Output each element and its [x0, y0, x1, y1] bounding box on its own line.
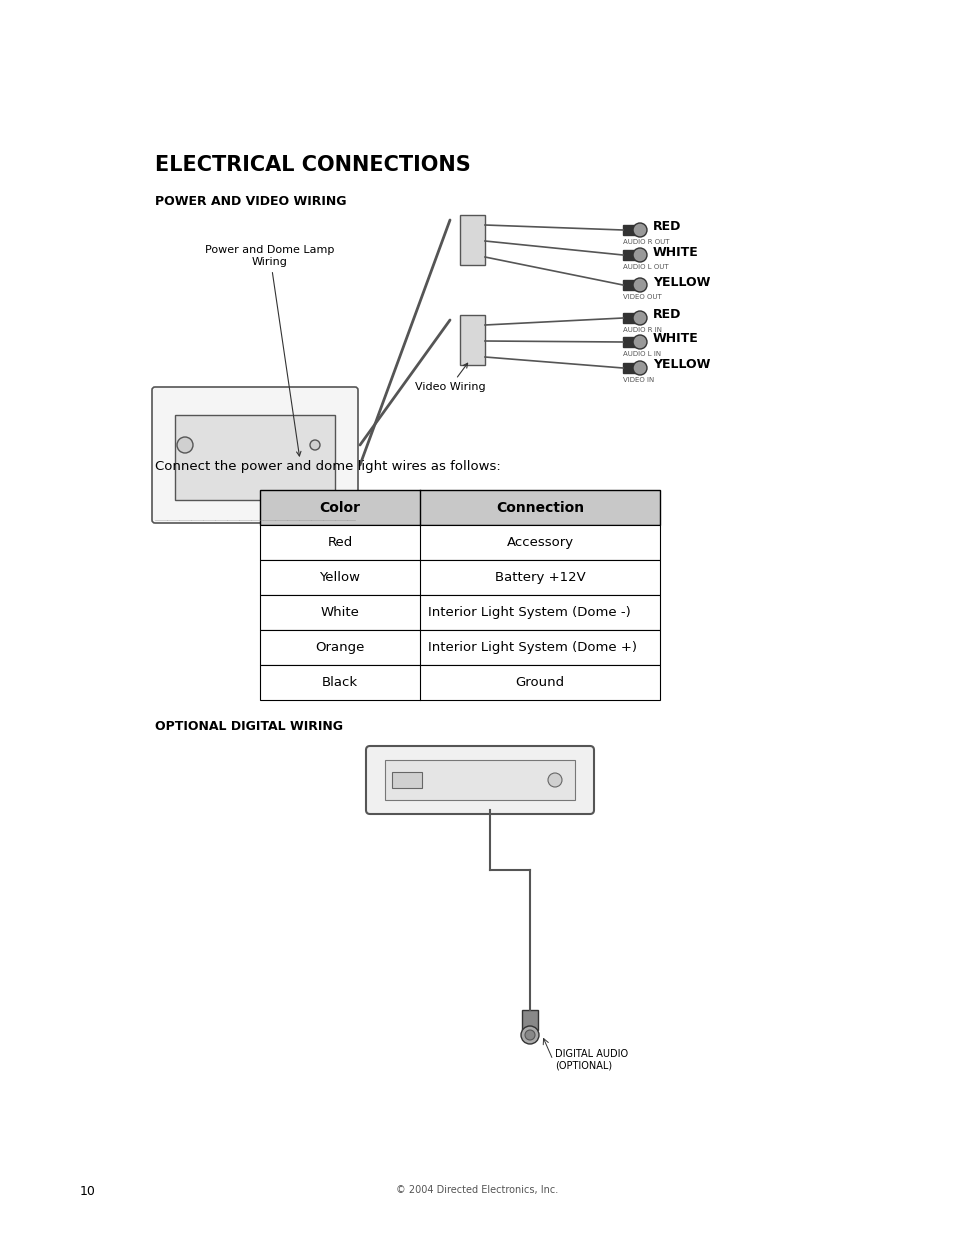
Bar — [459, 215, 484, 266]
Bar — [260, 490, 659, 525]
Bar — [260, 525, 659, 559]
Text: Interior Light System (Dome +): Interior Light System (Dome +) — [428, 641, 637, 655]
Text: Connect the power and dome light wires as follows:: Connect the power and dome light wires a… — [154, 459, 500, 473]
Text: Orange: Orange — [315, 641, 364, 655]
Bar — [521, 1010, 537, 1030]
Bar — [260, 630, 659, 664]
Text: RED: RED — [652, 309, 680, 321]
Circle shape — [633, 278, 646, 291]
Bar — [260, 664, 659, 700]
Bar — [260, 559, 659, 595]
Text: RED: RED — [652, 221, 680, 233]
FancyBboxPatch shape — [152, 387, 357, 522]
Text: Connection: Connection — [496, 500, 583, 515]
Circle shape — [524, 1030, 535, 1040]
Text: DIGITAL AUDIO
(OPTIONAL): DIGITAL AUDIO (OPTIONAL) — [555, 1050, 627, 1071]
Text: Color: Color — [319, 500, 360, 515]
Circle shape — [177, 437, 193, 453]
Text: Black: Black — [321, 676, 357, 689]
Circle shape — [310, 440, 319, 450]
Text: Red: Red — [327, 536, 353, 550]
Text: Battery +12V: Battery +12V — [494, 571, 585, 584]
Bar — [622, 337, 638, 347]
Text: YELLOW: YELLOW — [652, 358, 710, 372]
Text: White: White — [320, 606, 359, 619]
Text: Accessory: Accessory — [506, 536, 573, 550]
Text: Ground: Ground — [515, 676, 564, 689]
FancyBboxPatch shape — [366, 746, 594, 814]
Bar — [622, 312, 638, 324]
Bar — [622, 225, 638, 235]
Text: AUDIO R OUT: AUDIO R OUT — [622, 240, 669, 245]
Text: POWER AND VIDEO WIRING: POWER AND VIDEO WIRING — [154, 195, 346, 207]
Bar — [174, 415, 335, 500]
Text: OPTIONAL DIGITAL WIRING: OPTIONAL DIGITAL WIRING — [154, 720, 343, 734]
Bar — [622, 363, 638, 373]
Circle shape — [633, 248, 646, 262]
Text: Yellow: Yellow — [319, 571, 360, 584]
Circle shape — [633, 311, 646, 325]
Text: VIDEO OUT: VIDEO OUT — [622, 294, 661, 300]
Circle shape — [547, 773, 561, 787]
Circle shape — [633, 335, 646, 350]
Bar — [385, 760, 575, 800]
Bar — [622, 280, 638, 290]
Bar — [260, 595, 659, 630]
Text: Power and Dome Lamp
Wiring: Power and Dome Lamp Wiring — [205, 246, 335, 456]
Text: 10: 10 — [80, 1186, 95, 1198]
Text: WHITE: WHITE — [652, 332, 698, 346]
Circle shape — [520, 1026, 538, 1044]
Text: AUDIO L IN: AUDIO L IN — [622, 351, 660, 357]
Text: AUDIO R IN: AUDIO R IN — [622, 327, 661, 333]
Text: Interior Light System (Dome -): Interior Light System (Dome -) — [428, 606, 630, 619]
Circle shape — [633, 224, 646, 237]
Text: YELLOW: YELLOW — [652, 275, 710, 289]
Text: © 2004 Directed Electronics, Inc.: © 2004 Directed Electronics, Inc. — [395, 1186, 558, 1195]
Bar — [392, 772, 421, 788]
Circle shape — [633, 361, 646, 375]
Text: WHITE: WHITE — [652, 246, 698, 258]
Bar — [459, 315, 484, 366]
Text: Video Wiring: Video Wiring — [415, 363, 485, 391]
Text: VIDEO IN: VIDEO IN — [622, 377, 654, 383]
Bar — [622, 249, 638, 261]
Text: ELECTRICAL CONNECTIONS: ELECTRICAL CONNECTIONS — [154, 156, 470, 175]
Text: AUDIO L OUT: AUDIO L OUT — [622, 264, 668, 270]
